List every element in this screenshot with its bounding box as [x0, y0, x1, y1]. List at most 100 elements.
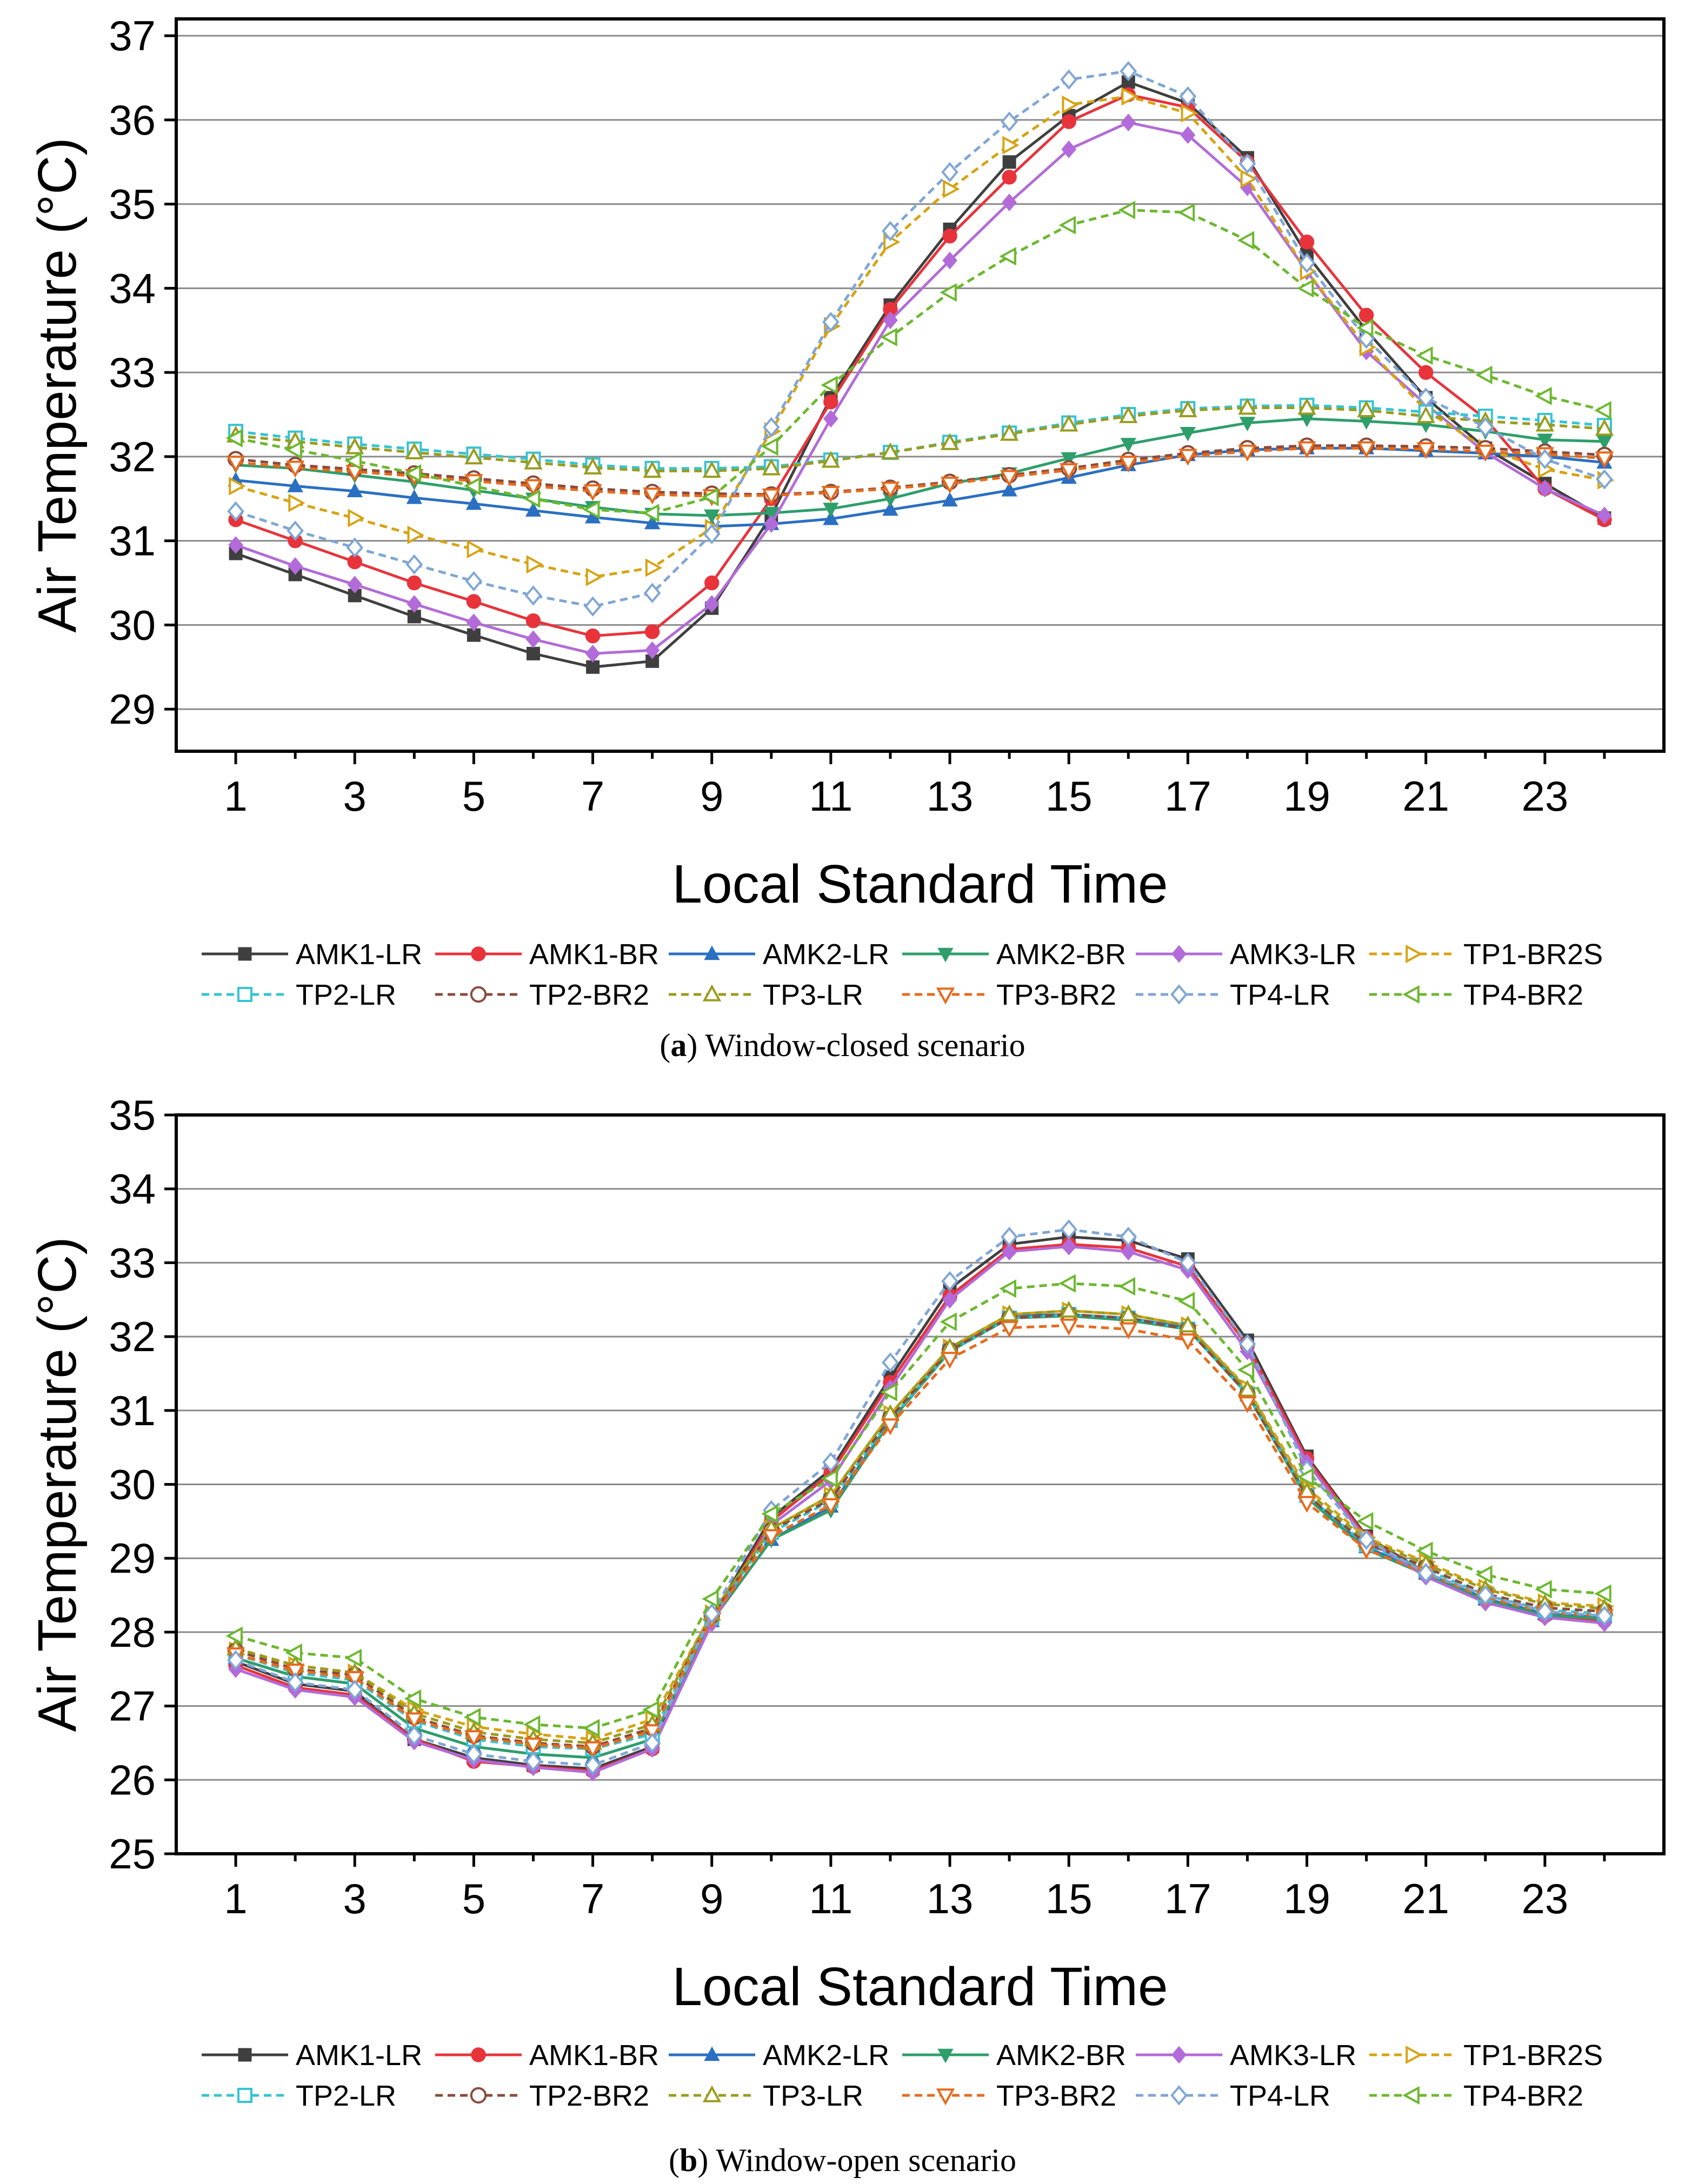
a-point-TP1-BR2S-3 [348, 509, 365, 527]
b-point-TP4-LR-6 [524, 1751, 542, 1772]
b-series-AMK1-LR [229, 1230, 1611, 1776]
a-point-AMK2-LR-4 [406, 489, 422, 504]
a-y-axis-title: Air Temperature (°C) [27, 137, 88, 632]
a-legend-item-AMK2-LR: AMK2-LR [669, 938, 889, 971]
a-point-AMK1-BR-4 [407, 575, 422, 591]
a-legend-label-TP1-BR2S: TP1-BR2S [1463, 938, 1603, 971]
caption-b-text: Window-open scenario [708, 2142, 1016, 2178]
a-point-AMK3-LR-4 [407, 595, 422, 613]
a-legend-marker-TP4-BR2 [1402, 985, 1420, 1004]
b-point-AMK3-LR-14 [1002, 1243, 1017, 1261]
a-point-TP1-BR2S-1 [229, 477, 246, 496]
a-point-TP3-LR-8 [643, 460, 662, 478]
a-point-TP3-LR-16 [1119, 406, 1138, 423]
b-point-TP4-BR2-16 [1118, 1277, 1136, 1296]
b-legend-label-TP4-BR2: TP4-BR2 [1463, 2080, 1583, 2112]
b-point-TP3-BR2-7 [583, 1741, 602, 1759]
b-point-TP3-LR-15 [1060, 1300, 1078, 1318]
b-xtick-label-7: 7 [581, 1875, 604, 1922]
b-point-TP4-BR2-18 [1237, 1360, 1255, 1379]
a-series-TP3-LR [226, 397, 1614, 478]
caption-b: (b) Window-open scenario [0, 2142, 1685, 2179]
a-point-TP1-BR2S-5 [467, 540, 484, 559]
b-point-TP3-BR2-16 [1119, 1322, 1138, 1339]
b-series-TP4-BR2 [225, 1274, 1611, 1738]
a-legend-item-AMK3-LR: AMK3-LR [1136, 938, 1356, 971]
a-point-TP4-LR-15 [1060, 69, 1078, 90]
b-point-TP4-LR-22 [1476, 1585, 1494, 1606]
a-point-TP3-BR2-15 [1060, 463, 1078, 480]
a-xtick-label-15: 15 [1045, 772, 1093, 820]
a-point-TP4-BR2-16 [1118, 201, 1136, 219]
a-point-TP3-BR2-7 [583, 484, 602, 502]
b-point-TP4-LR-11 [822, 1452, 840, 1473]
a-legend-marker-AMK2-BR [937, 947, 954, 963]
a-point-TP4-BR2-10 [761, 437, 778, 456]
a-point-TP3-LR-10 [762, 458, 781, 476]
b-legend-item-TP4-LR: TP4-LR [1136, 2080, 1330, 2112]
b-point-TP4-BR2-21 [1416, 1541, 1433, 1560]
a-ytick-label-34: 34 [109, 264, 156, 312]
a-point-AMK2-BR-23 [1537, 433, 1553, 449]
a-point-AMK3-LR-17 [1180, 126, 1196, 144]
a-point-TP3-BR2-16 [1119, 455, 1138, 473]
a-point-TP4-LR-18 [1238, 153, 1256, 174]
a-point-AMK1-BR-5 [466, 594, 482, 609]
b-point-TP3-BR2-6 [524, 1737, 543, 1755]
a-xtick-label-21: 21 [1402, 772, 1449, 820]
b-ytick-label-25: 25 [109, 1830, 156, 1878]
a-point-TP4-BR2-3 [344, 451, 362, 470]
b-point-TP3-BR2-15 [1060, 1318, 1078, 1336]
a-point-AMK2-LR-13 [942, 492, 958, 507]
b-point-TP4-LR-9 [703, 1604, 721, 1624]
b-series-AMK3-LR [228, 1237, 1612, 1782]
a-line-TP3-LR [235, 406, 1605, 472]
b-legend-marker-AMK1-BR [471, 2047, 486, 2062]
caption-b-label: (b) [669, 2142, 709, 2178]
a-point-TP1-BR2S-14 [1002, 136, 1020, 155]
a-point-TP3-BR2-19 [1297, 441, 1316, 458]
b-point-TP3-BR2-5 [464, 1730, 483, 1747]
b-ytick-label-33: 33 [109, 1239, 156, 1286]
b-point-TP4-BR2-17 [1177, 1292, 1195, 1311]
b-point-TP4-BR2-11 [821, 1469, 838, 1488]
a-legend-marker-AMK1-LR [238, 947, 252, 961]
a-point-TP3-BR2-20 [1357, 441, 1376, 458]
a-point-TP4-LR-22 [1476, 417, 1494, 438]
a-line-AMK1-BR [235, 93, 1606, 638]
a-series-TP3-BR2 [226, 441, 1614, 506]
a-point-TP1-BR2S-7 [585, 567, 603, 586]
a-line-TP4-BR2 [235, 209, 1605, 515]
caption-a-text: Window-closed scenario [697, 1027, 1025, 1063]
b-legend-item-AMK1-BR: AMK1-BR [435, 2039, 659, 2072]
a-point-AMK2-LR-2 [287, 477, 303, 492]
b-legend-label-TP3-LR: TP3-LR [763, 2080, 863, 2112]
b-legend-label-TP3-BR2: TP3-BR2 [996, 2080, 1116, 2112]
b-ytick-label-28: 28 [109, 1608, 156, 1656]
b-legend-item-AMK1-LR: AMK1-LR [202, 2039, 422, 2072]
a-point-AMK3-LR-6 [525, 630, 541, 649]
a-point-TP4-LR-13 [941, 162, 958, 183]
b-legend-item-AMK2-LR: AMK2-LR [669, 2039, 889, 2072]
a-point-AMK3-LR-24 [1597, 506, 1612, 525]
a-legend-item-TP2-LR: TP2-LR [202, 979, 396, 1011]
a-point-TP3-BR2-13 [940, 476, 960, 494]
a-point-AMK1-BR-8 [644, 624, 660, 639]
a-legend-item-AMK1-BR: AMK1-BR [435, 938, 659, 971]
b-point-TP4-BR2-12 [880, 1382, 897, 1401]
a-point-TP4-LR-11 [822, 311, 840, 332]
b-ytick-label-27: 27 [109, 1682, 156, 1730]
a-legend-marker-TP1-BR2S [1406, 944, 1423, 964]
b-legend-item-TP2-LR: TP2-LR [202, 2080, 396, 2112]
a-point-AMK3-LR-3 [347, 576, 363, 593]
a-point-TP1-BR2S-6 [526, 555, 544, 574]
b-point-TP3-BR2-11 [821, 1498, 841, 1515]
b-xtick-label-21: 21 [1402, 1875, 1449, 1922]
a-point-TP4-LR-8 [643, 583, 661, 603]
b-series-TP2-BR2 [227, 1306, 1613, 1755]
a-xtick-label-7: 7 [581, 772, 604, 820]
b-point-TP4-LR-1 [227, 1650, 244, 1671]
b-point-TP4-BR2-5 [463, 1707, 481, 1727]
a-point-AMK2-BR-11 [823, 503, 839, 517]
a-series-AMK2-BR [228, 412, 1613, 524]
